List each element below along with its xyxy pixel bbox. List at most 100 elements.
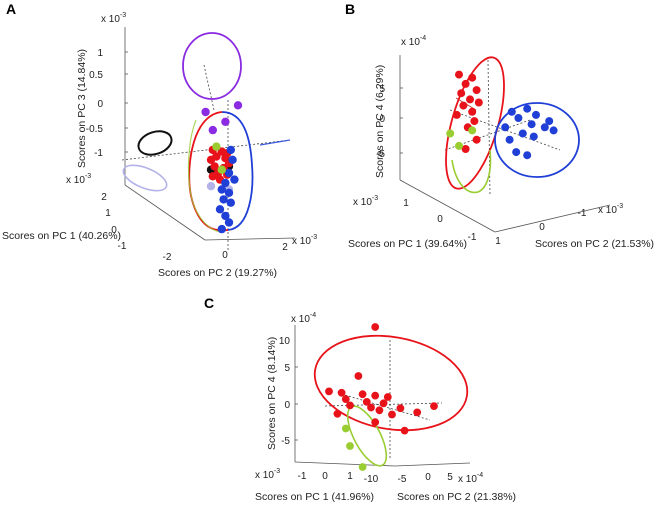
- panel-c-y-exponent: x 10-4: [458, 472, 483, 485]
- panel-b-red-group-point: [452, 110, 461, 119]
- panel-c-red-group-point: [325, 387, 333, 396]
- panel-c-red-group-point: [430, 402, 438, 410]
- panel-b-blue-group-point: [505, 135, 514, 144]
- panel-b-points: [446, 70, 558, 160]
- panel-c-red-group-point: [333, 409, 342, 418]
- panel-c-red-group-point: [362, 398, 371, 406]
- panel-a-blue-group-point: [230, 175, 239, 184]
- panel-a-ztick-label: -0.5: [86, 124, 104, 135]
- panel-c-xtick-label: 1: [347, 471, 353, 482]
- panel-a-green-group-point: [212, 142, 221, 151]
- panel-a-z-exponent: x 10-3: [101, 12, 126, 25]
- panel-a-z-title: Scores on PC 3 (14.84%): [76, 49, 88, 168]
- panel-a-points: [201, 101, 243, 234]
- panel-c-red-group-point: [354, 372, 363, 380]
- panel-c-red-group-point: [388, 410, 396, 419]
- panel-b-z-exponent: x 10-4: [401, 35, 426, 48]
- panel-b-xtick-label: 1: [403, 198, 409, 209]
- panel-c-green-group-point: [358, 463, 367, 471]
- panel-b-ytick-label: 0: [539, 222, 545, 233]
- panel-a-blue-group-point: [217, 224, 226, 234]
- panel-c-red-group-point: [337, 388, 346, 397]
- panel-c-ztick-label: 10: [279, 336, 291, 347]
- panel-c-ytick-label: 5: [447, 472, 453, 483]
- panel-c-ytick-label: 0: [425, 472, 431, 483]
- panel-c-red-group-point: [371, 418, 380, 427]
- panel-a-ztick-label: 0: [97, 99, 103, 110]
- panel-c-red-group-point: [346, 401, 354, 410]
- panel-b-x-title: Scores on PC 1 (39.64%): [348, 238, 467, 250]
- panel-b-letter: B: [345, 1, 355, 17]
- panel-c-ztick-label: 5: [284, 363, 290, 374]
- panel-b-blue-group-point: [545, 117, 554, 126]
- panel-c: C x 10-4 x 10-3 x 10-4 10 5 0 -5 -1 0 1 …: [204, 295, 516, 503]
- panel-a-ytick-label: 0: [222, 250, 228, 261]
- panel-b-red-group-point: [461, 145, 470, 153]
- panel-c-xtick-label: -1: [298, 471, 307, 482]
- panel-c-ellipse-green: [346, 405, 388, 467]
- panel-c-ztick-label: 0: [284, 400, 290, 411]
- panel-c-y-title: Scores on PC 2 (21.38%): [397, 491, 516, 503]
- panel-b-red-group-point: [455, 70, 463, 79]
- panel-b: B x 10-4 x 10-3 x 10-3 5 0 -5 1 0 -1 1 0…: [345, 1, 654, 250]
- panel-a-ztick-label: 0.5: [89, 70, 103, 81]
- panel-b-blue-group-point: [514, 114, 523, 122]
- panel-b-red-group-point: [461, 79, 470, 88]
- panel-a-purple-group-point: [201, 107, 210, 117]
- panel-b-y-exponent: x 10-3: [598, 203, 623, 216]
- panel-c-red-group-point: [371, 323, 380, 331]
- panel-a-blue-group-point: [215, 205, 225, 214]
- panel-a-ztick-label: -1: [94, 148, 103, 159]
- panel-a-red-group-point: [208, 172, 217, 181]
- panel-a-letter: A: [6, 1, 16, 17]
- panel-a-green-group-point: [217, 165, 226, 174]
- panel-a-ellipse-blue: [221, 111, 254, 231]
- panel-c-letter: C: [204, 295, 214, 311]
- panel-a-blue-group-point: [219, 195, 228, 204]
- panel-a-ztick-label: 1: [97, 48, 103, 59]
- panel-b-green-group-point: [455, 141, 463, 150]
- panel-a-purple-group-point: [221, 117, 230, 127]
- panel-c-red-group-point: [341, 395, 350, 403]
- panel-c-y-axis: [394, 462, 471, 467]
- panel-b-ztick-label: -5: [376, 149, 385, 160]
- panel-c-green-group-point: [346, 442, 354, 450]
- panel-b-y-axis: [494, 204, 611, 233]
- panel-b-xtick-label: 0: [437, 214, 443, 225]
- panel-b-blue-group-point: [523, 104, 532, 113]
- panel-a-x-exponent: x 10-3: [66, 173, 91, 186]
- panel-c-z-title: Scores on PC 4 (8.14%): [266, 337, 278, 450]
- panel-a-ellipse-green: [187, 119, 221, 233]
- panel-c-red-group-point: [371, 391, 380, 400]
- panel-b-red-group-point: [468, 107, 477, 116]
- panel-a-blue-group-point: [224, 168, 234, 178]
- panel-c-red-group-point: [396, 404, 405, 413]
- panel-c-red-group-point: [379, 399, 388, 408]
- panel-c-ztick-label: -5: [281, 436, 290, 447]
- panel-a-purple-group-point: [233, 101, 243, 110]
- panel-a-xtick-label: 0: [111, 225, 117, 236]
- panel-b-red-group-point: [466, 95, 474, 104]
- panel-b-ztick-label: 0: [379, 114, 385, 125]
- panel-a-blue-group-point: [217, 185, 226, 194]
- panel-a-blue-group-point: [224, 188, 234, 197]
- panel-a-guide-line: [203, 64, 215, 111]
- panel-b-red-group-point: [470, 117, 479, 126]
- panel-c-x-exponent: x 10-3: [255, 468, 280, 481]
- panel-c-red-group-point: [413, 408, 422, 417]
- panel-b-blue-group-point: [507, 107, 516, 116]
- panel-a-guide-line: [121, 139, 291, 161]
- panel-b-red-group-point: [459, 101, 468, 110]
- panel-b-x-axis: [399, 179, 496, 233]
- panel-b-ellipse-blue: [494, 102, 580, 178]
- panel-a-ellipse-purple: [182, 32, 242, 100]
- panel-a-blue-group-point: [226, 145, 235, 155]
- panel-a-x-axis: [124, 184, 206, 241]
- panel-a-red-group-point: [206, 155, 216, 164]
- panel-b-blue-group-point: [518, 129, 527, 138]
- panel-b-z-title: Scores on PC 4 (6.29%): [374, 65, 386, 178]
- panel-a-blue-group-point: [221, 211, 230, 221]
- panel-b-blue-group-point: [529, 132, 538, 141]
- panel-b-blue-group-point: [532, 110, 540, 119]
